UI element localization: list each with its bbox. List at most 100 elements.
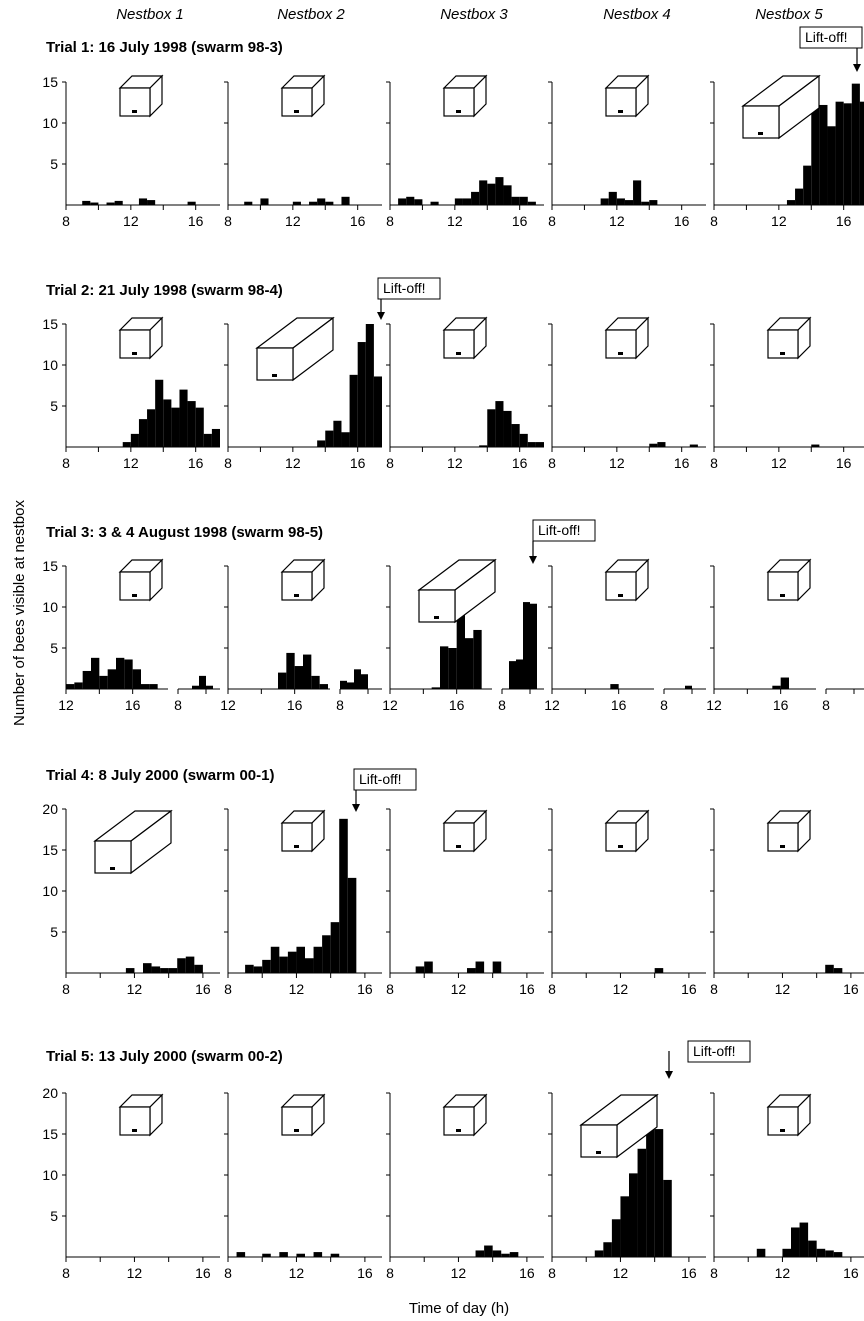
trial-1-nb2-x-tick-label: 16 [350, 213, 366, 229]
trial-3-y-tick-label: 10 [42, 599, 58, 615]
trial-4-nb1-bar [177, 958, 186, 973]
trial-3-panel-nestbox-2: 12 16 8 [220, 565, 382, 713]
trial-4-nb2-bar [305, 958, 314, 973]
trial-4-liftoff-marker-box [353, 768, 417, 791]
trial-5-nb2-bar [296, 1253, 305, 1257]
trial-2-nb3-bar [487, 409, 496, 447]
trial-5-nb2-x-tick-label: 12 [289, 1265, 305, 1281]
trial-1-nb5-bar [859, 101, 864, 205]
trial-2-nb5-bar [811, 444, 820, 447]
trial-3-nb2-x-tick-label: 16 [287, 697, 303, 713]
trial-4-nb1-bar [168, 968, 178, 973]
trial-4-nb1-x-tick-label: 8 [62, 981, 70, 997]
trial-5-nb5-x-tick-label: 12 [775, 1265, 791, 1281]
trial-3-nb1-bar-day1 [74, 682, 83, 689]
trial-3-nb3-bar-day2 [509, 661, 516, 689]
trial-2-nb3-bar [519, 433, 528, 447]
trial-1-nb3-bar [406, 196, 415, 205]
trial-1-title: Trial 1: 16 July 1998 (swarm 98-3) [46, 39, 283, 56]
trial-1-liftoff-marker-box [799, 26, 863, 49]
trial-4-panel-nestbox-5: 8 12 16 [710, 808, 864, 997]
trial-4-nb5-bar [833, 968, 843, 973]
trial-5-nestbox-3-icon-entrance [456, 1129, 461, 1132]
trial-4-nb1-bar [160, 968, 169, 973]
trial-4-nb3-bar [492, 961, 502, 973]
trial-1-nb1-bar [114, 200, 123, 205]
trial-4-nb5-x-tick-label: 8 [710, 981, 718, 997]
trial-3-nestbox-4-icon [604, 558, 650, 602]
trial-4-nestbox-1-icon [93, 809, 173, 875]
trial-1-nb2-bar [325, 201, 334, 205]
trial-4-nb3-bar [415, 966, 425, 973]
trial-4-y-tick-label: 5 [50, 924, 58, 940]
trial-1-panel-nestbox-3: 8 12 16 [386, 81, 544, 229]
trial-5-y-tick-label: 5 [50, 1208, 58, 1224]
trial-4-nb2-bar [339, 818, 348, 973]
trial-5-panel-nestbox-1: 5 10 15 20 8 12 16 [42, 1085, 220, 1281]
trial-2-liftoff-marker-label: Lift-off! [383, 280, 426, 296]
trial-4-y-tick-label: 20 [42, 801, 58, 817]
column-headers: Nestbox 1 Nestbox 2 Nestbox 3 Nestbox 4 … [116, 6, 823, 23]
trial-1-nb1-x-tick-label: 16 [188, 213, 204, 229]
trial-3-nestbox-1-icon [118, 558, 164, 602]
trial-5-nb3-x-tick-label: 16 [519, 1265, 535, 1281]
trial-1-nb3-bar [462, 198, 472, 205]
trial-2-y-tick-label: 10 [42, 357, 58, 373]
trial-5-nb5-bar [756, 1248, 766, 1257]
trial-1-nb5-bar [811, 108, 820, 205]
trial-1-nb5-bar [843, 103, 852, 205]
trial-3-nb4-x-tick-label: 8 [660, 697, 668, 713]
trial-1-nestbox-1-icon [118, 74, 164, 118]
trial-2-nestbox-3-icon-entrance [456, 352, 461, 355]
trial-4-nb1-bar [185, 956, 195, 973]
trial-4-nb1-bar [125, 968, 135, 973]
trial-1-nestbox-1-icon-entrance [132, 110, 137, 113]
trial-4-nb2-bar [245, 964, 254, 973]
trial-3-nb1-bar-day1 [149, 684, 158, 689]
trial-2-nestbox-1-icon [118, 316, 164, 360]
trial-4-liftoff-marker-label: Lift-off! [359, 771, 402, 787]
trial-3-nb2-bar-day2 [354, 669, 361, 689]
trial-5-nb4-bar [646, 1112, 655, 1257]
trial-1-nb3-bar [430, 201, 439, 205]
trial-1-nb3-bar [487, 183, 496, 205]
trial-4-nb1-bar [143, 963, 152, 973]
trial-2-panel-nestbox-4: 8 12 16 [548, 323, 706, 471]
trial-5-nb1-x-tick-label: 16 [195, 1265, 211, 1281]
trial-1-nb2-bar [292, 201, 301, 205]
trial-4-nb2-bar [262, 959, 271, 973]
trial-1-panel-nestbox-2: 8 12 16 [224, 81, 382, 229]
trial-2-nestbox-4-icon-entrance [618, 352, 623, 355]
trial-1-nb4-bar [616, 198, 625, 205]
trial-3-panel-nestbox-5: 12 16 8 [706, 565, 864, 713]
trial-1-nb3-x-tick-label: 8 [386, 213, 394, 229]
trial-2-nb3-x-tick-label: 16 [512, 455, 528, 471]
trial-2-panel-nestbox-5: 8 12 16 [710, 323, 864, 471]
trial-5-nestbox-5-icon-entrance [780, 1129, 785, 1132]
trial-1-nb1-bar [187, 201, 196, 205]
trial-5-nb2-x-tick-label: 8 [224, 1265, 232, 1281]
trial-3-nb4-bar-day1 [610, 684, 619, 689]
trial-5-panel-nestbox-3: 8 12 16 [386, 1092, 544, 1281]
trial-4-nb2-x-tick-label: 16 [357, 981, 373, 997]
column-header-nestbox-4: Nestbox 4 [603, 6, 671, 23]
trial-4-nestbox-3-icon [442, 809, 488, 853]
trial-1-nb5-x-tick-label: 12 [771, 213, 787, 229]
trial-3-nb3-bar-day2 [516, 659, 523, 689]
trial-2-nb4-x-tick-label: 16 [674, 455, 690, 471]
trial-4-nb2-bar [287, 951, 297, 973]
trial-4-nb3-x-tick-label: 12 [451, 981, 467, 997]
trial-2-title: Trial 2: 21 July 1998 (swarm 98-4) [46, 282, 283, 299]
trial-1-y-tick-label: 5 [50, 156, 58, 172]
trial-2-nb1-bar [163, 399, 172, 447]
trial-4-panel-nestbox-3: 8 12 16 [386, 808, 544, 997]
trial-2-nb4-x-tick-label: 8 [548, 455, 556, 471]
trial-3-nb1-x-tick-label: 8 [174, 697, 182, 713]
trial-1-nb3-bar [519, 196, 528, 205]
trial-3-liftoff-marker-arrow-head [529, 556, 537, 564]
trial-4-nb3-bar [424, 961, 433, 973]
trial-5-nestbox-5-icon [766, 1093, 812, 1137]
trial-5-nb5-bar [791, 1227, 800, 1257]
trial-1-nb2-bar [341, 196, 350, 205]
trial-5-nb1-x-tick-label: 12 [127, 1265, 143, 1281]
